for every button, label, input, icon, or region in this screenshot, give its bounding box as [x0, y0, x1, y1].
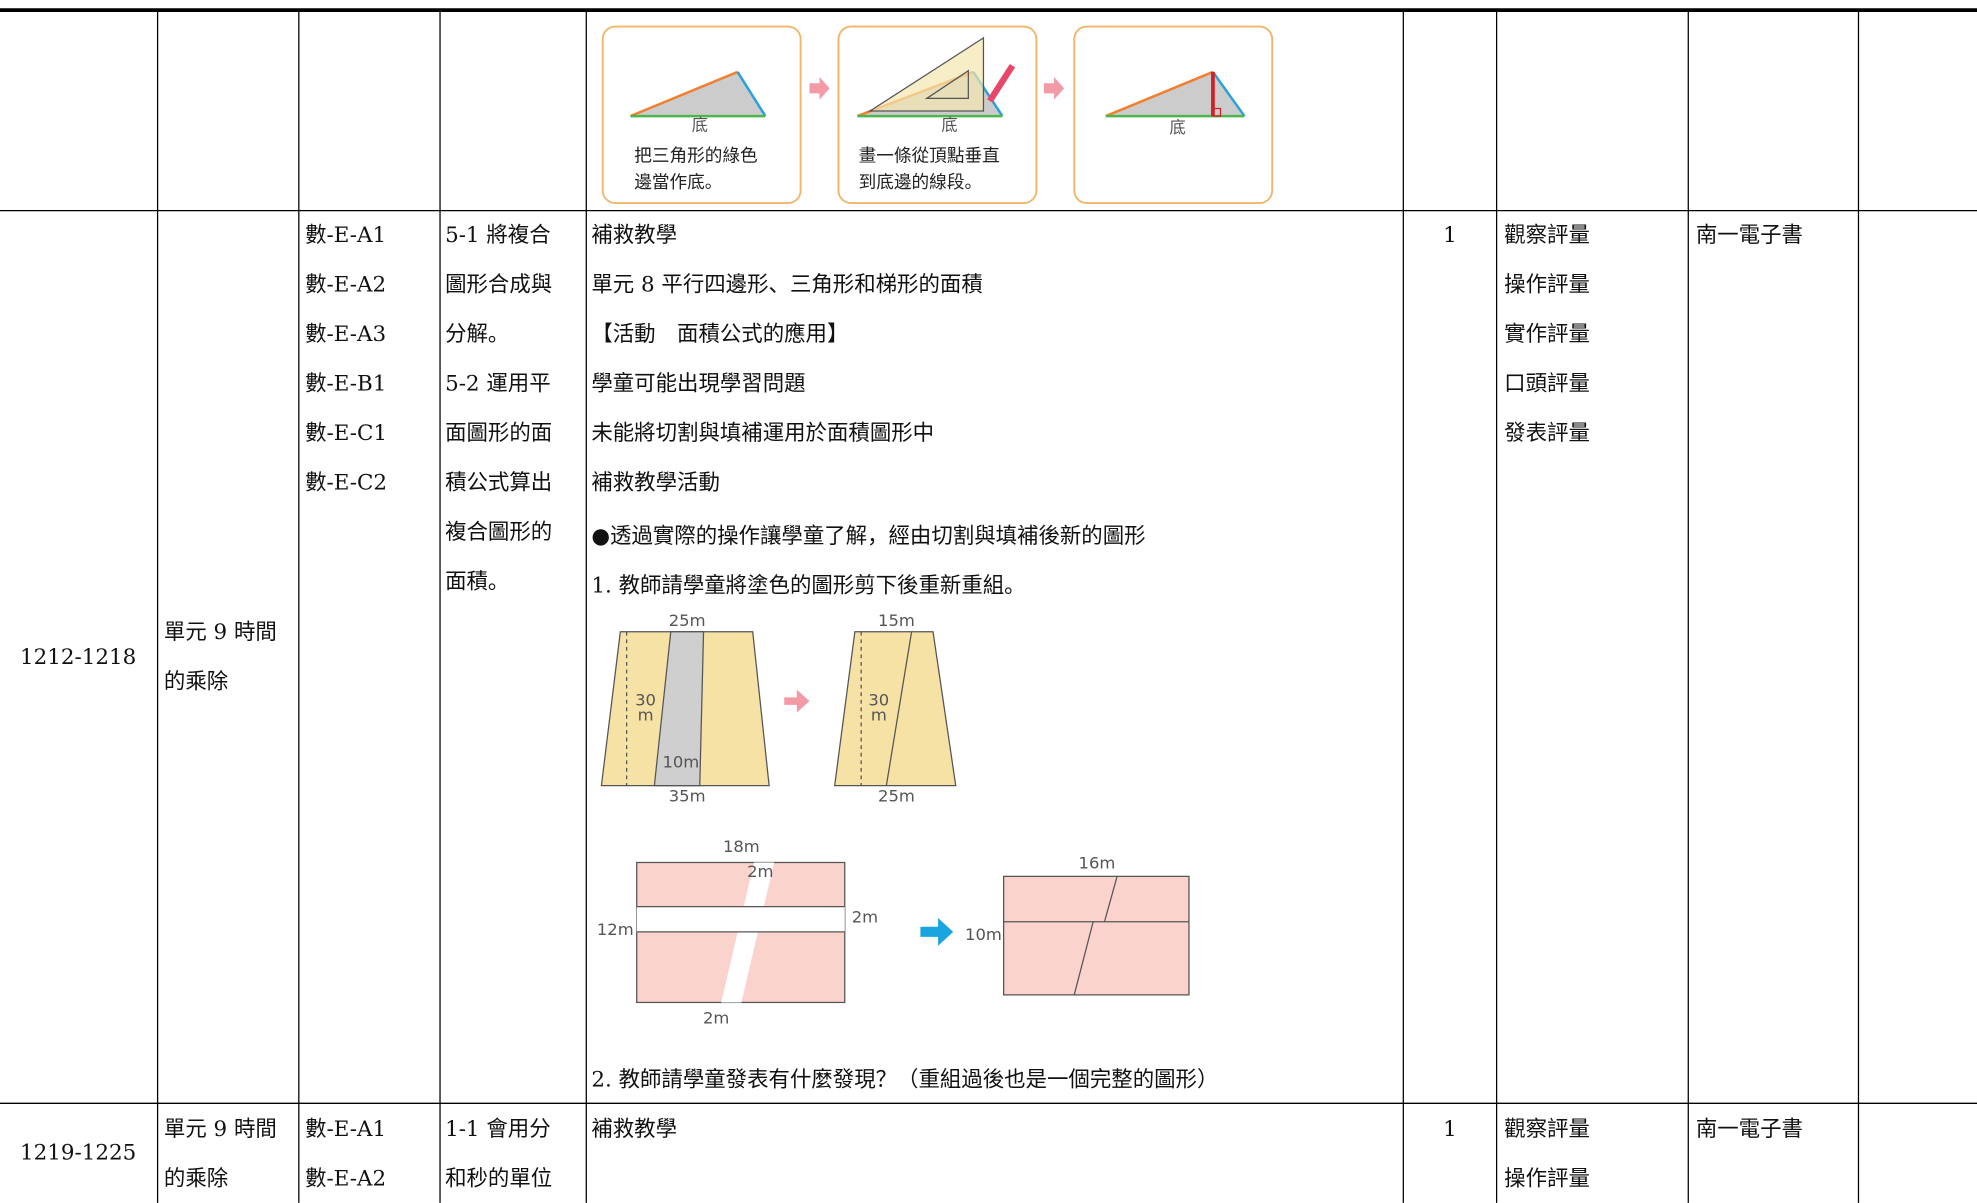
objective: 分解。 — [445, 322, 509, 347]
materials: 南一電子書 — [1696, 1117, 1803, 1142]
activity-line: 補救教學 — [591, 1117, 677, 1142]
figure-label: m — [871, 706, 887, 725]
figure-caption: 把三角形的綠色 — [634, 145, 757, 166]
unit: 的乘除 — [164, 670, 228, 695]
activity-line: 【活動 面積公式的應用】 — [591, 321, 848, 347]
table-lines — [0, 8, 1977, 1203]
figure-label: 2m — [747, 862, 773, 881]
triangle-steps-figure — [601, 25, 1274, 205]
competency-code: 數-E-A2 — [305, 272, 386, 297]
activity-line: 2. 教師請學童發表有什麼發現？（重組過後也是一個完整的圖形） — [591, 1068, 1218, 1093]
objective: 面積。 — [445, 570, 509, 595]
figure-caption: 到底邊的線段。 — [859, 172, 982, 193]
unit: 的乘除 — [164, 1166, 228, 1191]
competency-code: 數-E-A1 — [305, 1117, 386, 1142]
activity-line: 1. 教師請學童將塗色的圖形剪下後重新重組。 — [591, 573, 1025, 598]
figure-label: 18m — [723, 837, 760, 856]
figure-label: 15m — [878, 611, 915, 630]
assessment: 發表評量 — [1504, 421, 1590, 446]
competency-code: 數-E-C2 — [305, 471, 387, 496]
assessment: 操作評量 — [1504, 272, 1590, 297]
figure-label: 10m — [662, 752, 699, 771]
objective: 圖形合成與 — [445, 272, 552, 297]
figure-label: 25m — [878, 786, 915, 805]
figure-caption: 邊當作底。 — [634, 172, 722, 193]
figure-caption: 畫一條從頂點垂直 — [859, 145, 1000, 166]
assessment: 觀察評量 — [1504, 1117, 1590, 1142]
objective: 5-2 運用平 — [445, 372, 551, 397]
unit: 單元 9 時間 — [164, 620, 277, 645]
competency-code: 數-E-C1 — [305, 421, 387, 446]
competency-code: 數-E-B1 — [305, 372, 386, 397]
activity-line: 補救教學 — [591, 223, 677, 248]
objective: 1-1 會用分 — [445, 1117, 551, 1142]
periods: 1 — [1443, 1117, 1457, 1142]
materials: 南一電子書 — [1696, 223, 1803, 248]
periods: 1 — [1443, 223, 1457, 248]
week: 1219-1225 — [20, 1141, 136, 1166]
figure-label: 2m — [703, 1008, 729, 1027]
competency-code: 數-E-A1 — [305, 223, 386, 248]
figure-label: 底 — [1169, 118, 1185, 137]
figure-label: 16m — [1079, 853, 1116, 872]
activity-line: 單元 8 平行四邊形、三角形和梯形的面積 — [591, 272, 982, 297]
rectangle-figure — [636, 861, 1190, 1004]
competency-code: 數-E-A3 — [305, 322, 386, 347]
competency-code: 數-E-A2 — [305, 1166, 386, 1191]
objective: 和秒的單位 — [445, 1166, 552, 1191]
objective: 複合圖形的 — [445, 520, 552, 545]
week: 1212-1218 — [20, 645, 136, 670]
objective: 5-1 將複合 — [445, 223, 551, 248]
figure-label: 12m — [597, 920, 634, 939]
figure-label: 25m — [669, 611, 706, 630]
objective: 積公式算出 — [445, 471, 552, 496]
figure-label: 35m — [669, 786, 706, 805]
figure-label: 2m — [852, 907, 878, 926]
unit: 單元 9 時間 — [164, 1117, 277, 1142]
assessment: 觀察評量 — [1504, 223, 1590, 248]
trapezoid-figure — [600, 631, 957, 787]
activity-line: ●透過實際的操作讓學童了解，經由切割與填補後新的圖形 — [591, 524, 1145, 549]
figure-label: 30 — [868, 691, 889, 710]
assessment: 操作評量 — [1504, 1166, 1590, 1191]
objective: 面圖形的面 — [445, 421, 552, 446]
figure-label: 底 — [692, 116, 708, 135]
activity-line: 未能將切割與填補運用於面積圖形中 — [591, 421, 934, 446]
figure-label: 30 — [635, 691, 656, 710]
activity-line: 補救教學活動 — [591, 471, 720, 496]
assessment: 實作評量 — [1504, 322, 1590, 347]
activity-line: 學童可能出現學習問題 — [591, 372, 805, 397]
figure-label: 底 — [941, 116, 957, 135]
assessment: 口頭評量 — [1504, 372, 1590, 397]
figure-label: m — [638, 706, 654, 725]
figure-label: 10m — [965, 925, 1002, 944]
